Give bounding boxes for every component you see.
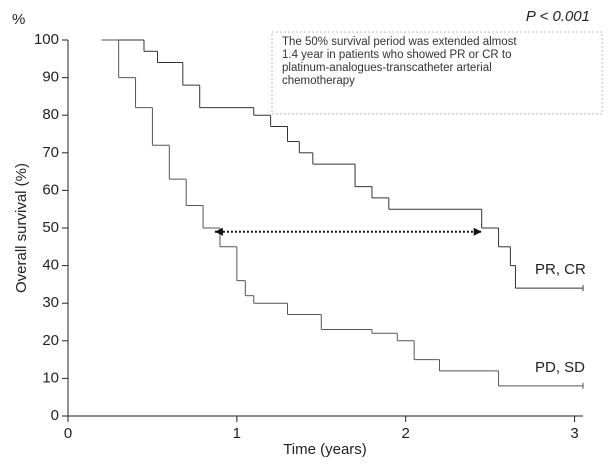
y-tick-label: 80 [42,106,59,123]
x-tick-label: 2 [402,425,410,442]
x-axis-title: Time (years) [283,441,367,458]
x-tick-label: 0 [64,425,72,442]
annotation-line: platinum-analogues-transcatheter arteria… [282,62,492,74]
y-tick-label: 50 [42,219,59,236]
y-tick-label: 10 [42,369,59,386]
y-tick-label: 100 [34,31,59,48]
annotation-line: chemotherapy [282,75,355,87]
y-tick-label: 20 [42,332,59,349]
arrow-head [214,227,223,236]
x-tick-label: 3 [570,425,578,442]
series-label: PD, SD [535,359,585,376]
y-tick-label: 30 [42,294,59,311]
y-tick-label: 60 [42,181,59,198]
series-label: PR, CR [535,261,586,278]
annotation-box [271,31,603,115]
annotation-line: 1.4 year in patients who showed PR or CR… [282,49,511,61]
annotation-line: The 50% survival period was extended alm… [282,36,517,48]
y-axis-title: Overall survival (%) [13,163,30,293]
arrow-head [473,227,482,236]
chart-title: P < 0.001 [526,8,590,25]
y-unit: % [12,11,25,28]
y-tick-label: 0 [51,407,59,424]
x-tick-label: 1 [233,425,241,442]
y-tick-label: 90 [42,69,59,86]
y-tick-label: 40 [42,257,59,274]
y-tick-label: 70 [42,144,59,161]
